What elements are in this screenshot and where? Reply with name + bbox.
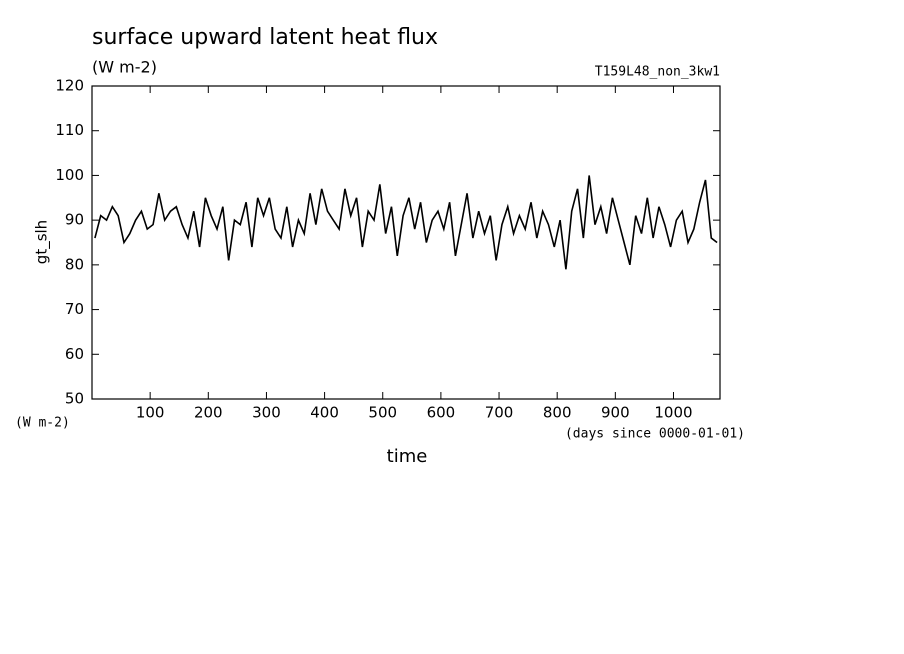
x-tick-label: 800 <box>543 404 572 422</box>
y-tick-label: 100 <box>55 166 84 184</box>
y-tick-label: 50 <box>65 390 84 408</box>
plot-frame <box>91 85 721 400</box>
x-tick-label: 100 <box>136 404 165 422</box>
run-label: T159L48_non_3kw1 <box>595 65 720 80</box>
y-tick-label: 90 <box>65 211 84 229</box>
x-tick-label: 500 <box>368 404 397 422</box>
x-axis-unit: (days since 0000-01-01) <box>565 427 745 442</box>
x-tick-label: 900 <box>601 404 630 422</box>
x-tick-label: 300 <box>252 404 281 422</box>
x-tick-label: 400 <box>310 404 339 422</box>
x-axis-label: time <box>387 446 428 467</box>
chart-title: surface upward latent heat flux <box>92 25 438 50</box>
x-tick-label: 200 <box>194 404 223 422</box>
data-line <box>94 175 718 270</box>
y-tick-label: 60 <box>65 345 84 363</box>
y-axis-unit: (W m-2) <box>15 416 70 431</box>
y-tick-label: 80 <box>65 255 84 273</box>
x-tick-label: 700 <box>485 404 514 422</box>
x-tick-label: 600 <box>427 404 456 422</box>
y-tick-label: 120 <box>55 77 84 95</box>
y-axis-label: gt_slh <box>33 220 52 264</box>
y-tick-label: 70 <box>65 300 84 318</box>
x-tick-label: 1000 <box>654 404 692 422</box>
y-tick-label: 110 <box>55 121 84 139</box>
chart-subtitle: (W m-2) <box>92 58 157 77</box>
